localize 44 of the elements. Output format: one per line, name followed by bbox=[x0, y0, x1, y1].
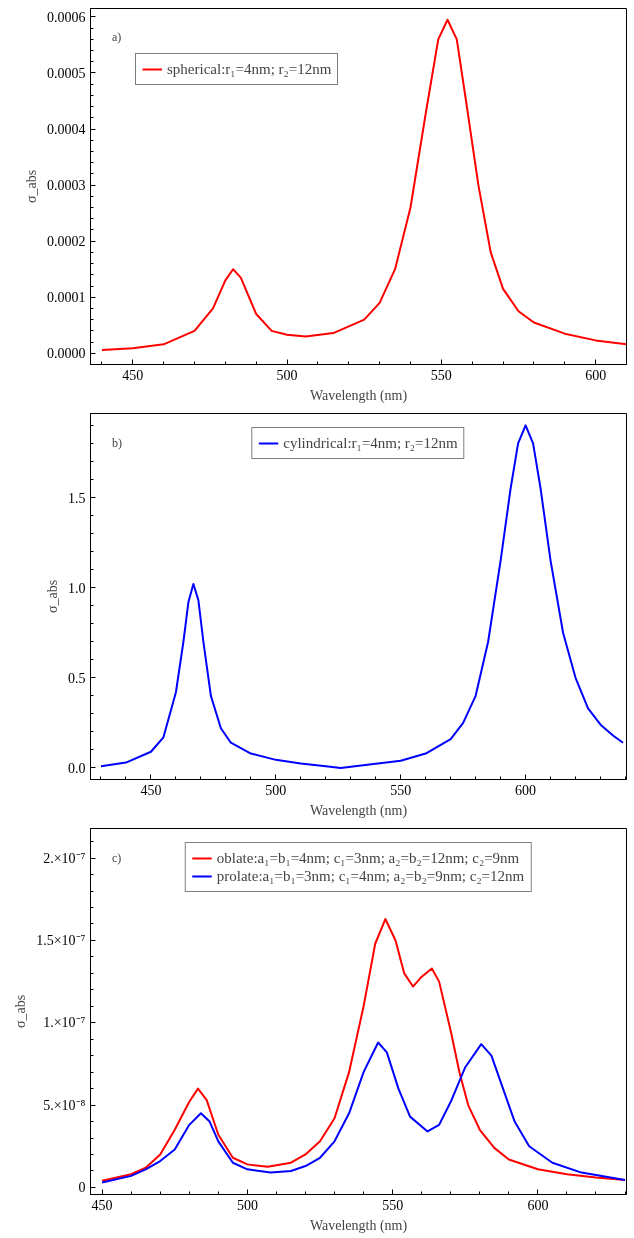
x-tick-label: 550 bbox=[430, 367, 452, 383]
y-tick-label: 0.0006 bbox=[47, 9, 86, 25]
legend-label: cylindrical:r₁=4nm; r₂=12nm bbox=[283, 434, 458, 452]
y-tick-label: 1.5×10⁻⁷ bbox=[36, 932, 86, 948]
x-tick-label: 550 bbox=[390, 782, 412, 798]
legend-label: oblate:a₁=b₁=4nm; c₁=3nm; a₂=b₂=12nm; c₂=9nm bbox=[216, 849, 520, 867]
x-tick-label: 450 bbox=[140, 782, 162, 798]
y-axis-title: σ_abs bbox=[13, 994, 29, 1029]
y-tick-label: 0 bbox=[78, 1179, 86, 1195]
y-tick-label: 5.×10⁻⁸ bbox=[43, 1097, 86, 1113]
y-tick-label: 0.0005 bbox=[47, 65, 86, 81]
x-tick-label: 500 bbox=[276, 367, 298, 383]
x-tick-label: 450 bbox=[122, 367, 144, 383]
y-axis-title: σ_abs bbox=[24, 169, 39, 204]
y-tick-label: 1.×10⁻⁷ bbox=[43, 1015, 86, 1031]
y-axis-title: σ_abs bbox=[45, 579, 60, 614]
x-tick-label: 450 bbox=[91, 1197, 113, 1213]
y-tick-label: 0.0 bbox=[68, 760, 86, 776]
y-tick-label: 0.0001 bbox=[47, 290, 86, 306]
x-axis-title: Wavelength (nm) bbox=[309, 1217, 408, 1234]
y-tick-label: 0.5 bbox=[68, 670, 86, 686]
y-tick-label: 0.0000 bbox=[47, 346, 86, 362]
y-tick-label: 2.×10⁻⁷ bbox=[43, 850, 86, 866]
annotation: c) bbox=[111, 851, 122, 866]
y-tick-label: 0.0003 bbox=[47, 178, 86, 194]
y-tick-label: 1.0 bbox=[68, 580, 86, 596]
x-tick-label: 600 bbox=[527, 1197, 549, 1213]
x-tick-label: 600 bbox=[515, 782, 537, 798]
y-tick-label: 1.5 bbox=[68, 490, 86, 506]
x-tick-label: 500 bbox=[236, 1197, 258, 1213]
annotation: b) bbox=[111, 436, 122, 451]
y-tick-label: 0.0002 bbox=[47, 234, 86, 250]
x-tick-label: 600 bbox=[585, 367, 607, 383]
line-series bbox=[101, 1041, 627, 1184]
line-series bbox=[100, 18, 627, 351]
x-axis-title: Wavelength (nm) bbox=[309, 802, 408, 819]
legend-label: prolate:a₁=b₁=3nm; c₁=4nm; a₂=b₂=9nm; c₂=12nm bbox=[216, 867, 525, 885]
x-axis-title: Wavelength (nm) bbox=[309, 387, 408, 404]
legend-label: spherical:r₁=4nm; r₂=12nm bbox=[167, 60, 332, 78]
line-series bbox=[99, 424, 624, 769]
x-tick-label: 550 bbox=[382, 1197, 404, 1213]
y-tick-label: 0.0004 bbox=[47, 122, 86, 138]
x-tick-label: 500 bbox=[265, 782, 287, 798]
annotation: a) bbox=[111, 30, 122, 45]
